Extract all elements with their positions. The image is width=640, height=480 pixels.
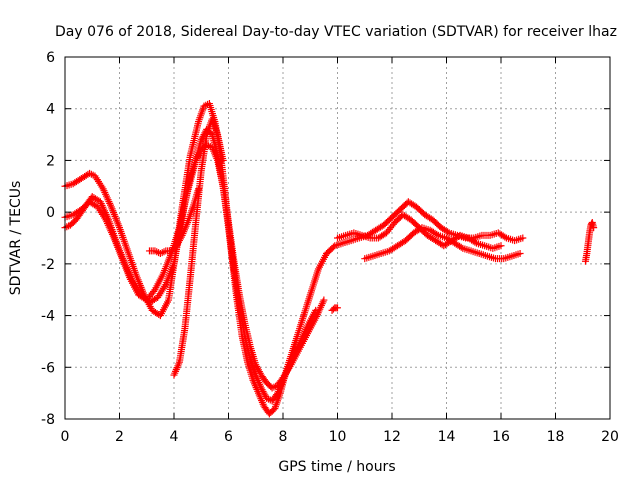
data-point — [150, 287, 158, 295]
data-point — [320, 296, 328, 304]
x-tick-label: 12 — [383, 429, 401, 445]
x-axis-label: GPS time / hours — [278, 459, 395, 475]
data-point — [471, 238, 479, 246]
data-point — [433, 230, 441, 238]
data-point — [444, 228, 452, 236]
data-marks — [61, 100, 598, 418]
data-point — [158, 249, 166, 257]
data-point — [195, 185, 203, 193]
series-track-j — [581, 218, 598, 265]
series-track-i — [328, 304, 341, 314]
data-point — [590, 224, 598, 232]
data-point — [516, 250, 524, 258]
data-point — [501, 233, 509, 241]
x-tick-label: 10 — [329, 429, 347, 445]
y-tick-label: -6 — [41, 360, 55, 376]
data-point — [497, 242, 505, 250]
x-tick-label: 20 — [601, 429, 619, 445]
y-tick-label: -4 — [41, 309, 55, 325]
data-point — [457, 243, 465, 251]
data-point — [153, 248, 161, 256]
x-tick-label: 0 — [61, 429, 70, 445]
y-tick-label: 2 — [46, 153, 55, 169]
series-track-d — [170, 115, 227, 379]
data-point — [334, 304, 341, 312]
chart-title: Day 076 of 2018, Sidereal Day-to-day VTE… — [55, 24, 617, 40]
data-point — [87, 170, 95, 178]
x-tick-label: 8 — [279, 429, 288, 445]
x-tick-label: 6 — [224, 429, 233, 445]
series-track-g — [361, 224, 524, 263]
series-track-e — [145, 185, 203, 258]
y-tick-label: -2 — [41, 257, 55, 273]
series-track-h — [334, 211, 505, 252]
data-point — [519, 234, 527, 242]
y-tick-label: -8 — [41, 412, 55, 428]
data-point — [177, 233, 185, 241]
x-tick-label: 14 — [438, 429, 456, 445]
y-axis-label: SDTVAR / TECUs — [8, 181, 24, 296]
x-tick-label: 18 — [547, 429, 565, 445]
y-tick-label: 6 — [46, 50, 55, 66]
series-track-c — [61, 141, 328, 392]
x-tick-label: 2 — [115, 429, 124, 445]
x-tick-label: 16 — [492, 429, 510, 445]
y-tick-label: 0 — [46, 205, 55, 221]
x-tick-label: 4 — [170, 429, 179, 445]
y-tick-label: 4 — [46, 102, 55, 118]
data-point — [160, 248, 168, 256]
data-point — [219, 156, 227, 164]
